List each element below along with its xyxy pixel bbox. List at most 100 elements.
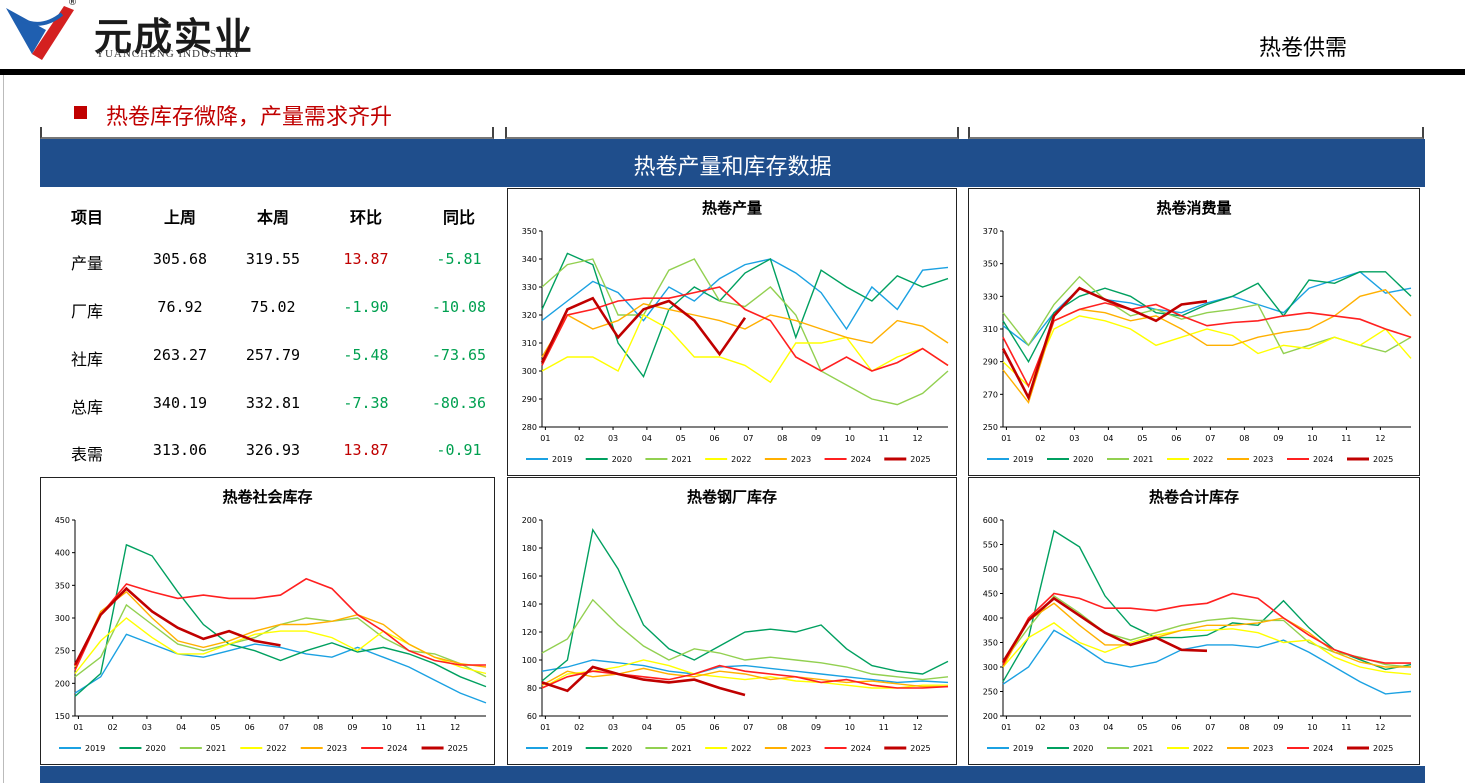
- series-line-2022: [541, 659, 948, 689]
- y-tick-label: 140: [522, 600, 537, 609]
- table-cell: 75.02: [250, 298, 296, 316]
- legend-label: 2025: [1373, 455, 1393, 464]
- legend-label: 2023: [1253, 455, 1273, 464]
- legend-label: 2020: [612, 744, 632, 753]
- x-tick-label: 07: [1205, 723, 1215, 732]
- x-tick-label: 07: [743, 434, 753, 443]
- brand-name-en: YUANCHENG INDUSTRY: [96, 48, 242, 60]
- table-cell: 340.19: [152, 394, 208, 412]
- series-line-2025: [73, 586, 281, 666]
- x-tick-label: 03: [608, 434, 618, 443]
- series-line-2022: [1002, 315, 1412, 388]
- chart-title: 热卷产量: [702, 199, 762, 217]
- x-tick-label: 05: [210, 723, 220, 732]
- y-tick-label: 550: [983, 541, 998, 550]
- legend-label: 2022: [1193, 455, 1213, 464]
- y-tick-label: 100: [522, 656, 537, 665]
- x-tick-label: 06: [1171, 434, 1181, 443]
- legend-label: 2025: [910, 455, 930, 464]
- x-tick-label: 04: [642, 723, 652, 732]
- y-tick-label: 400: [55, 549, 70, 558]
- y-tick-label: 80: [527, 684, 537, 693]
- series-line-2021: [1002, 594, 1412, 668]
- series-line-2024: [541, 286, 949, 372]
- x-tick-label: 04: [1103, 434, 1113, 443]
- y-tick-label: 340: [522, 255, 537, 264]
- frame-fragment: [968, 127, 1424, 139]
- x-tick-label: 03: [142, 723, 152, 732]
- legend-label: 2019: [552, 455, 572, 464]
- y-tick-label: 180: [522, 544, 537, 553]
- x-tick-label: 04: [176, 723, 186, 732]
- legend-label: 2021: [671, 744, 691, 753]
- x-tick-label: 02: [108, 723, 118, 732]
- x-tick-label: 11: [879, 723, 889, 732]
- series-line-2021: [541, 258, 949, 406]
- y-tick-label: 250: [55, 647, 70, 656]
- y-tick-label: 60: [527, 712, 537, 721]
- page-title: 热卷供需: [1258, 36, 1347, 61]
- legend-label: 2024: [1313, 455, 1333, 464]
- series-line-2025: [541, 665, 746, 697]
- mill-inventory-chart: 热卷钢厂库存 60 80 100 120 140 160 180 200 01 02 03 04 05 06…: [522, 488, 949, 753]
- row-label: 表需: [70, 445, 103, 464]
- chart-panel-social-inventory: 热卷社会库存 150 200 250 300 350 400 450 01 02 03 04 05 06 0…: [40, 477, 495, 765]
- table-cell: -73.65: [431, 346, 487, 364]
- x-tick-label: 06: [1171, 723, 1181, 732]
- legend-label: 2019: [1013, 744, 1033, 753]
- legend-label: 2023: [327, 744, 347, 753]
- registered-mark: ®: [68, 0, 77, 8]
- series-line-2019: [74, 633, 487, 704]
- y-tick-label: 300: [983, 663, 998, 672]
- y-tick-label: 200: [522, 516, 537, 525]
- row-label: 产量: [70, 254, 103, 273]
- legend-label: 2022: [731, 455, 751, 464]
- legend-label: 2024: [387, 744, 407, 753]
- x-tick-label: 02: [574, 723, 584, 732]
- y-tick-label: 300: [522, 367, 537, 376]
- y-tick-label: 350: [55, 581, 70, 590]
- x-tick-label: 05: [1137, 723, 1147, 732]
- chart-panel-production: 热卷产量 280 290 300 310 320 330 340 350 01 02 03 04 05 06…: [507, 188, 957, 476]
- x-tick-label: 01: [540, 723, 550, 732]
- legend-label: 2025: [448, 744, 468, 753]
- series-line-2023: [1002, 602, 1411, 668]
- x-tick-label: 04: [1103, 723, 1113, 732]
- frame-fragment: [505, 127, 959, 139]
- chart-title: 热卷合计库存: [1149, 488, 1239, 506]
- table-header: 同比: [442, 208, 475, 227]
- x-tick-label: 08: [777, 723, 787, 732]
- x-tick-label: 06: [709, 434, 719, 443]
- y-tick-label: 280: [522, 423, 537, 432]
- series-line-2025: [540, 296, 747, 364]
- x-tick-label: 01: [73, 723, 83, 732]
- table-cell: 305.68: [152, 250, 208, 268]
- table-cell: 319.55: [245, 250, 301, 268]
- table-header: 上周: [163, 208, 196, 227]
- table-cell: -80.36: [431, 394, 487, 412]
- y-tick-label: 370: [983, 227, 998, 236]
- series-line-2024: [541, 664, 949, 689]
- x-tick-label: 09: [811, 723, 821, 732]
- y-tick-label: 350: [983, 260, 998, 269]
- y-tick-label: 270: [983, 390, 998, 399]
- x-tick-label: 03: [1069, 723, 1079, 732]
- row-label: 社库: [70, 350, 103, 369]
- series-line-2020: [541, 252, 949, 379]
- banner: 热卷产量和库存数据: [40, 139, 1425, 187]
- legend-label: 2019: [85, 744, 105, 753]
- table-cell: 332.81: [245, 394, 301, 412]
- y-tick-label: 330: [983, 292, 998, 301]
- table-cell: -0.91: [436, 441, 482, 459]
- table-header: 环比: [349, 208, 382, 227]
- series-line-2021: [74, 603, 487, 678]
- y-tick-label: 290: [983, 358, 998, 367]
- brand-name-cn: 元成实业: [94, 15, 255, 59]
- x-tick-label: 01: [1001, 434, 1011, 443]
- series-line-2024: [1002, 302, 1412, 389]
- bullet-square-icon: [74, 106, 87, 119]
- y-tick-label: 350: [983, 639, 998, 648]
- footer-bar: [40, 766, 1425, 783]
- y-tick-label: 450: [983, 590, 998, 599]
- series-line-2022: [541, 314, 949, 384]
